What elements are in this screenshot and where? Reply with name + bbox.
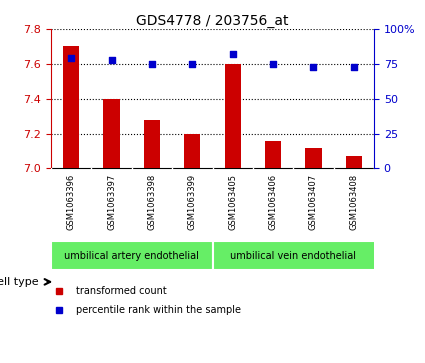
Bar [224, 64, 241, 168]
Point [269, 61, 276, 67]
Text: GSM1063406: GSM1063406 [269, 174, 278, 231]
Text: umbilical vein endothelial: umbilical vein endothelial [230, 250, 356, 261]
Text: GSM1063405: GSM1063405 [228, 174, 237, 230]
Text: cell type: cell type [0, 277, 38, 287]
Text: umbilical artery endothelial: umbilical artery endothelial [64, 250, 199, 261]
Point [149, 61, 156, 67]
Bar [184, 134, 201, 168]
Bar [104, 99, 120, 168]
Text: percentile rank within the sample: percentile rank within the sample [76, 305, 241, 315]
Text: GSM1063408: GSM1063408 [349, 174, 358, 231]
Bar [212, 241, 394, 270]
Point [230, 51, 236, 57]
Bar [144, 120, 160, 168]
Text: GSM1063407: GSM1063407 [309, 174, 318, 231]
Point [108, 57, 115, 62]
Bar [265, 140, 281, 168]
Point [68, 56, 75, 61]
Point [350, 64, 357, 70]
Point [310, 64, 317, 70]
Point [189, 61, 196, 67]
Bar [63, 46, 79, 168]
Text: GSM1063399: GSM1063399 [188, 174, 197, 231]
Text: GSM1063398: GSM1063398 [147, 174, 156, 231]
Text: GSM1063396: GSM1063396 [67, 174, 76, 231]
Bar [51, 241, 212, 270]
Bar [305, 147, 321, 168]
Bar [346, 156, 362, 168]
Text: GSM1063397: GSM1063397 [107, 174, 116, 231]
Text: transformed count: transformed count [76, 286, 167, 296]
Title: GDS4778 / 203756_at: GDS4778 / 203756_at [136, 14, 289, 28]
